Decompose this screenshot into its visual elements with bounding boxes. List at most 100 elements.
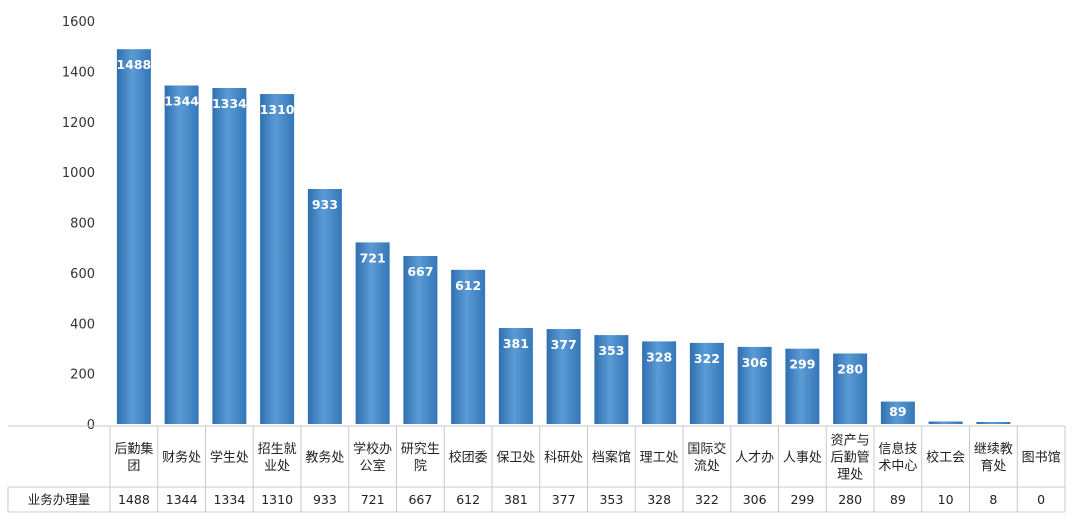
bar: [833, 353, 868, 424]
x-category-label: 后勤集: [114, 441, 153, 457]
x-category-label: 团: [127, 459, 140, 474]
data-label: 89: [889, 404, 906, 419]
x-category-label: 信息技: [878, 441, 917, 457]
table-value: 381: [504, 492, 528, 507]
bar: [689, 342, 724, 424]
bar: [355, 242, 390, 424]
x-category-label: 档案馆: [592, 451, 631, 466]
table-value: 933: [313, 492, 337, 507]
x-category-label: 学校办: [353, 441, 392, 457]
data-label: 280: [837, 361, 863, 376]
y-tick-label: 400: [70, 317, 95, 332]
table-value: 322: [695, 492, 719, 507]
x-category-label: 流处: [694, 459, 720, 474]
table-value: 306: [743, 492, 767, 507]
bar: [403, 255, 438, 424]
bar: [642, 341, 677, 424]
x-category-label: 术中心: [878, 459, 917, 474]
data-label: 377: [551, 337, 577, 352]
x-category-label: 招生就: [258, 442, 297, 457]
data-label: 1488: [116, 57, 151, 72]
table-value: 8: [989, 492, 997, 507]
data-label: 322: [694, 351, 720, 366]
data-label: 721: [360, 250, 386, 265]
y-tick-label: 800: [70, 217, 95, 232]
table-value: 328: [647, 492, 671, 507]
table-value: 0: [1037, 492, 1045, 507]
data-label: 612: [455, 278, 481, 293]
x-category-label: 院: [414, 459, 427, 474]
bar: [785, 348, 820, 424]
x-category-label: 科研处: [544, 451, 583, 466]
data-label: 328: [646, 349, 672, 364]
data-label: 381: [503, 336, 529, 351]
bar: [212, 87, 247, 424]
y-tick-label: 1600: [62, 15, 95, 30]
bar: [546, 329, 581, 424]
data-label: 299: [789, 357, 815, 372]
table-value: 377: [552, 492, 576, 507]
x-category-label: 人才办: [735, 451, 774, 466]
y-tick-label: 600: [70, 267, 95, 282]
table-value: 1488: [118, 492, 150, 507]
table-value: 10: [938, 492, 954, 507]
data-label: 8: [989, 404, 998, 419]
bar: [928, 421, 963, 424]
data-label: 1344: [164, 93, 199, 108]
bar: [880, 401, 915, 424]
y-tick-label: 1400: [62, 65, 95, 80]
data-label: 306: [742, 355, 768, 370]
y-tick-label: 1000: [62, 166, 95, 181]
data-label: 667: [407, 264, 433, 279]
x-category-label: 育处: [980, 458, 1006, 474]
x-category-label: 理处: [837, 468, 863, 483]
x-category-label: 研究生: [401, 442, 440, 457]
data-label: 10: [937, 404, 955, 419]
bar: [116, 49, 151, 425]
table-value: 299: [790, 492, 814, 507]
table-value: 721: [361, 492, 385, 507]
x-category-label: 国际交: [687, 441, 726, 457]
table-value: 1334: [213, 492, 245, 507]
data-label: 353: [598, 343, 624, 358]
x-category-label: 校工会: [926, 450, 965, 466]
bar: [451, 269, 486, 424]
y-tick-label: 200: [70, 368, 95, 383]
x-category-label: 继续教: [974, 441, 1013, 457]
table-value: 1344: [166, 492, 198, 507]
x-category-label: 校团委: [449, 450, 488, 466]
table-value: 353: [599, 492, 623, 507]
bar: [260, 94, 295, 424]
x-category-label: 教务处: [305, 450, 344, 466]
x-category-label: 保卫处: [496, 451, 535, 466]
bar: [594, 335, 629, 424]
bar: [307, 189, 342, 424]
bar-series: 1488 1344 1334 1310 933 721 667 612 381 377 353 328…: [116, 49, 1046, 425]
bar: [976, 421, 1011, 424]
x-category-label: 理工处: [640, 451, 679, 466]
x-category-label: 资产与: [831, 434, 870, 449]
x-category-label: 财务处: [162, 450, 201, 466]
x-category-label: 学生处: [210, 450, 249, 466]
x-category-label: 公室: [360, 458, 386, 474]
table-value: 89: [890, 492, 906, 507]
data-label: 0: [1037, 404, 1046, 419]
data-label: 933: [312, 197, 338, 212]
x-category-label: 后勤管: [831, 451, 870, 466]
table-value: 280: [838, 492, 862, 507]
x-category-label: 业处: [264, 459, 290, 474]
x-category-label: 图书馆: [1022, 451, 1061, 466]
table-value: 1310: [261, 492, 293, 507]
data-label: 1334: [212, 96, 247, 111]
y-tick-label: 1200: [62, 116, 95, 131]
x-category-label: 人事处: [783, 451, 822, 466]
bar: [498, 328, 533, 424]
table-value: 667: [408, 492, 432, 507]
table-value: 612: [456, 492, 480, 507]
data-label: 1310: [260, 102, 295, 117]
bar: [164, 85, 199, 424]
